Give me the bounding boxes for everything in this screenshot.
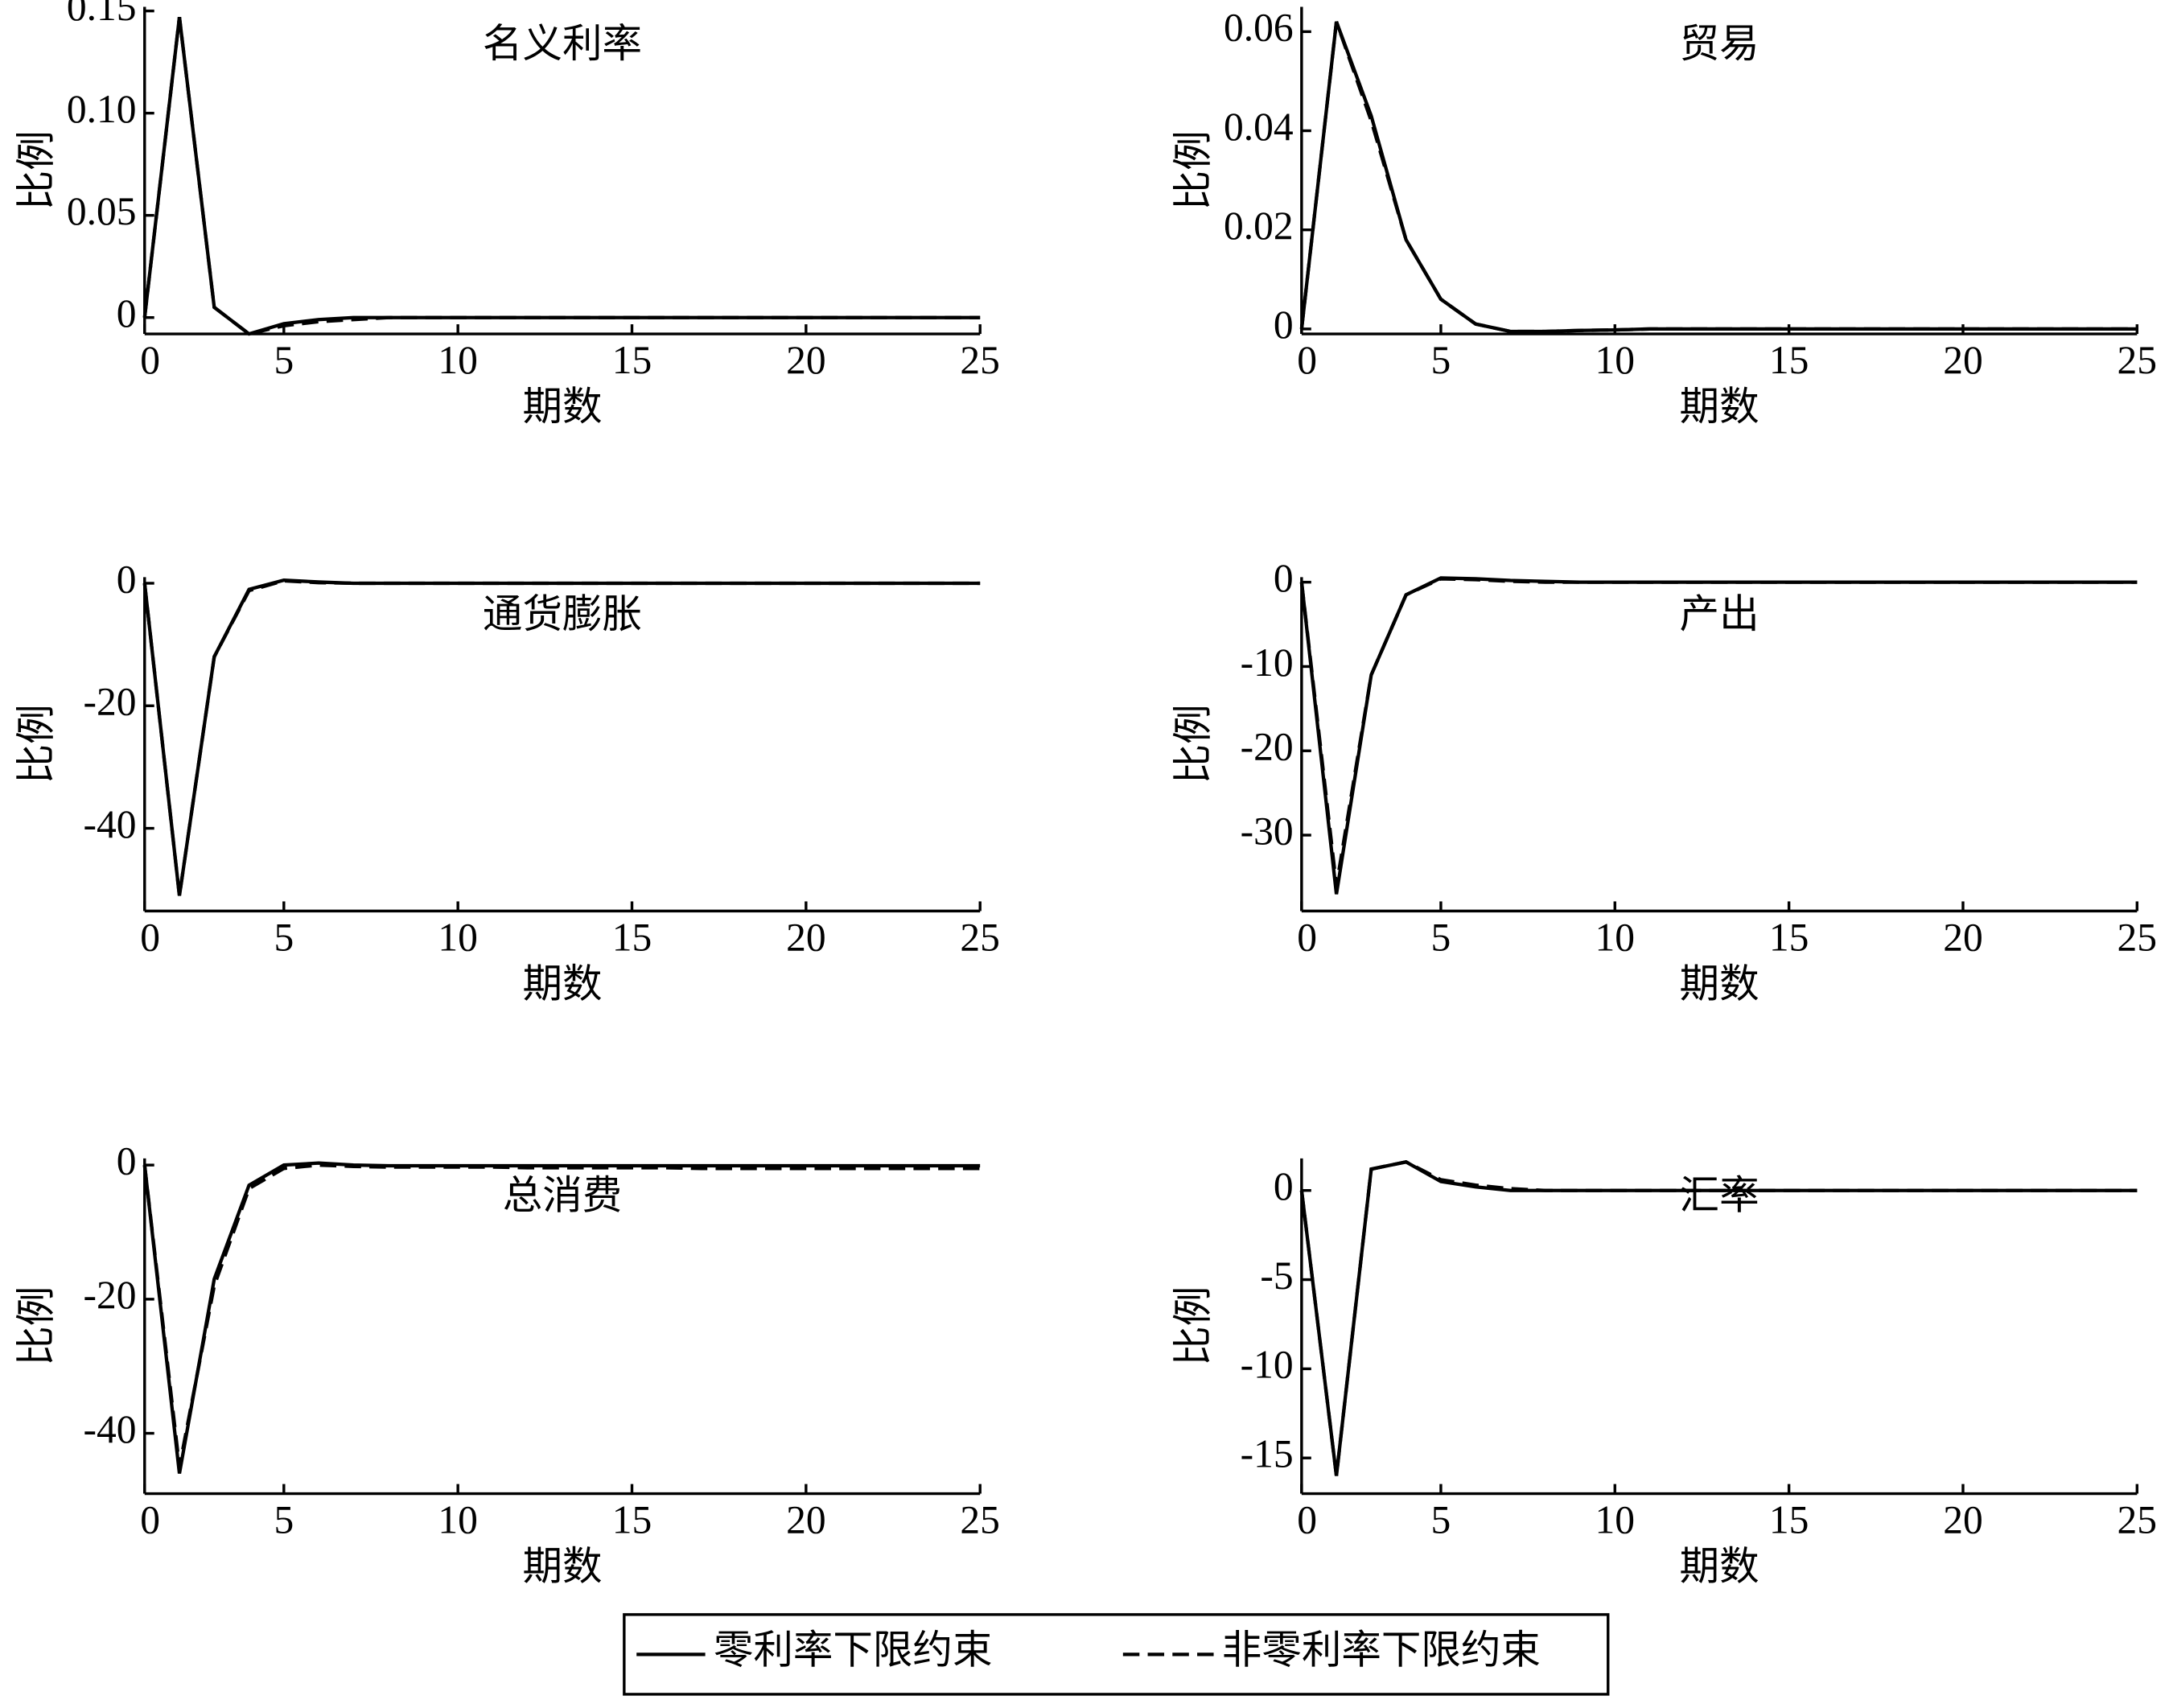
x-tick-label: 5: [1431, 1497, 1451, 1541]
x-tick-label: 25: [2118, 915, 2158, 959]
y-tick-label: -5: [1260, 1253, 1293, 1298]
y-axis-label: 比例: [1171, 1286, 1215, 1366]
y-tick-label: -10: [1241, 640, 1294, 685]
y-tick-label: 0: [1274, 303, 1294, 347]
x-tick-label: 5: [1431, 338, 1451, 382]
x-tick-label: 20: [1943, 915, 1983, 959]
y-tick-label: -20: [83, 1273, 136, 1317]
series-line: [1299, 21, 2138, 334]
y-tick-label: 0: [117, 557, 137, 601]
subplot-title: 产出: [1680, 592, 1759, 636]
x-tick-label: 10: [438, 1497, 478, 1541]
x-tick-label: 5: [274, 1497, 294, 1541]
y-tick-label: -30: [1241, 809, 1294, 853]
subplot-title: 贸易: [1680, 22, 1759, 66]
x-tick-label: 0: [1297, 1497, 1317, 1541]
y-axis-label: 比例: [14, 1286, 58, 1366]
x-tick-label: 15: [1769, 1497, 1809, 1541]
y-tick-label: -15: [1241, 1432, 1294, 1476]
x-tick-label: 25: [2118, 1497, 2158, 1541]
x-axis-label: 期数: [1680, 961, 1759, 1006]
y-tick-label: 0.06: [1224, 6, 1294, 50]
x-tick-label: 15: [612, 338, 652, 382]
y-tick-label: 0.15: [67, 0, 137, 29]
x-tick-label: 15: [612, 1497, 652, 1541]
y-axis-label: 比例: [14, 130, 58, 210]
x-tick-label: 0: [140, 915, 160, 959]
series-line: [1299, 577, 2138, 887]
x-axis-label: 期数: [522, 385, 602, 429]
x-tick-label: 0: [140, 1497, 160, 1541]
y-tick-label: -20: [83, 680, 136, 724]
y-tick-label: 0: [1274, 556, 1294, 600]
x-tick-label: 20: [1943, 338, 1983, 382]
x-tick-label: 10: [1595, 338, 1636, 382]
subplot-title: 名义利率: [483, 22, 642, 66]
y-tick-label: 0.04: [1224, 105, 1294, 149]
x-tick-label: 0: [140, 338, 160, 382]
x-tick-label: 20: [786, 1497, 826, 1541]
x-tick-label: 15: [612, 915, 652, 959]
y-axis-label: 比例: [1171, 704, 1215, 784]
x-tick-label: 25: [960, 338, 1000, 382]
x-tick-label: 25: [960, 915, 1000, 959]
y-tick-label: 0: [117, 1139, 137, 1183]
y-tick-label: -20: [1241, 725, 1294, 769]
x-tick-label: 0: [1297, 338, 1317, 382]
x-tick-label: 5: [274, 915, 294, 959]
subplot-title: 通货膨胀: [483, 592, 642, 636]
x-tick-label: 5: [274, 338, 294, 382]
series-line: [142, 1163, 981, 1467]
subplot-title: 汇率: [1680, 1173, 1759, 1217]
x-tick-label: 10: [1595, 915, 1636, 959]
series-line: [142, 16, 981, 336]
x-tick-label: 10: [438, 915, 478, 959]
y-tick-label: 0: [1274, 1164, 1294, 1208]
subplot-title: 总消费: [503, 1173, 623, 1217]
x-tick-label: 20: [1943, 1497, 1983, 1541]
x-tick-label: 5: [1431, 915, 1451, 959]
legend-label: 非零利率下限约束: [1222, 1628, 1541, 1673]
y-axis-label: 比例: [1171, 130, 1215, 210]
legend-box: [623, 1613, 1610, 1696]
series-line: [1299, 1160, 2138, 1476]
x-tick-label: 10: [1595, 1497, 1636, 1541]
x-axis-label: 期数: [1680, 385, 1759, 429]
x-tick-label: 20: [786, 915, 826, 959]
y-tick-label: -10: [1241, 1343, 1294, 1387]
x-axis-label: 期数: [522, 1545, 602, 1589]
series-line: [142, 1161, 981, 1474]
y-tick-label: -40: [83, 1407, 136, 1451]
y-tick-label: 0.10: [67, 87, 137, 131]
x-axis-label: 期数: [522, 961, 602, 1006]
x-axis-label: 期数: [1680, 1545, 1759, 1589]
x-tick-label: 10: [438, 338, 478, 382]
series-line: [1299, 21, 2138, 334]
x-tick-label: 0: [1297, 915, 1317, 959]
legend-label: 零利率下限约束: [714, 1628, 993, 1673]
y-tick-label: 0.05: [67, 189, 137, 233]
y-axis-label: 比例: [14, 704, 58, 784]
y-tick-label: -40: [83, 802, 136, 846]
y-tick-label: 0: [117, 291, 137, 335]
x-tick-label: 25: [960, 1497, 1000, 1541]
x-tick-label: 15: [1769, 915, 1809, 959]
x-tick-label: 20: [786, 338, 826, 382]
y-tick-label: 0.02: [1224, 204, 1294, 248]
x-tick-label: 15: [1769, 338, 1809, 382]
series-line: [142, 578, 981, 896]
x-tick-label: 25: [2118, 338, 2158, 382]
